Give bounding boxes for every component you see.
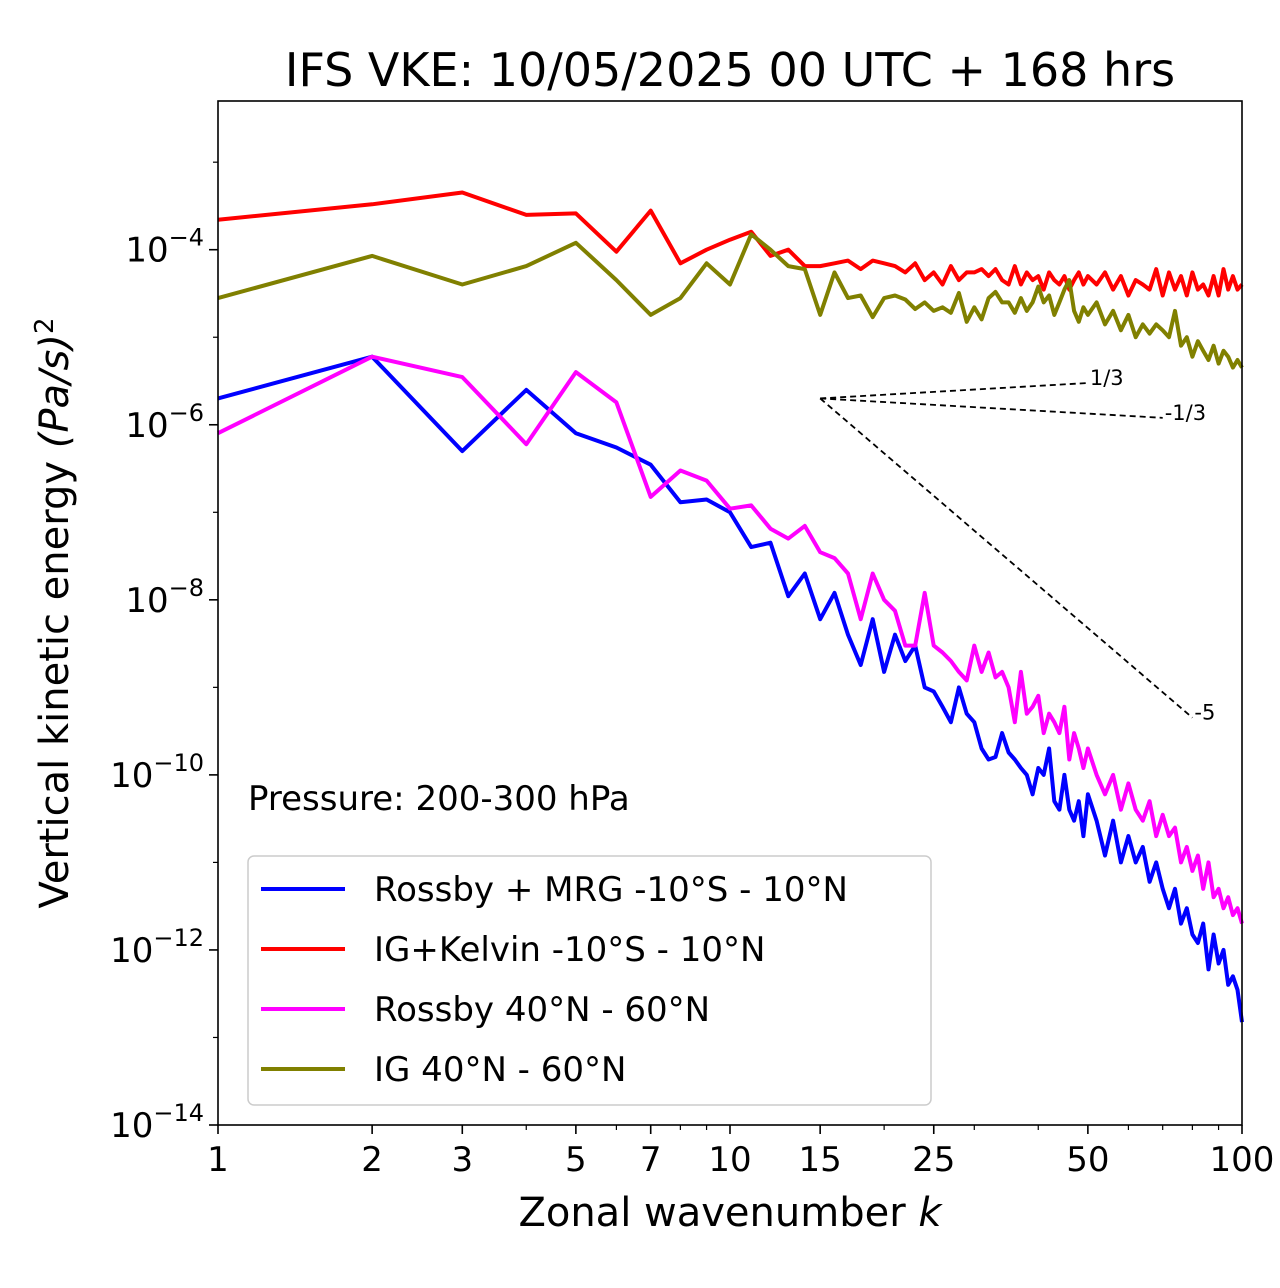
series-line-1 [217,354,1244,1023]
legend-label: IG+Kelvin -10°S - 10°N [374,930,765,970]
legend-box [247,855,932,1106]
y-tick-label: 10−14 [110,1099,204,1146]
x-tick-label: 10 [708,1140,751,1180]
x-tick-label: 15 [799,1140,842,1180]
x-tick-label: 2 [361,1140,383,1180]
x-tick-label: 7 [640,1140,662,1180]
series-line-3 [217,354,1244,925]
x-tick-label: 5 [565,1140,587,1180]
y-axis-label-exp: 2 [30,318,60,335]
reference-slope-line [820,397,1163,419]
chart-title: IFS VKE: 10/05/2025 00 UTC + 168 hrs [285,43,1175,97]
reference-slope-label: 1/3 [1090,366,1124,390]
x-tick-label: 100 [1210,1140,1275,1180]
x-tick-label: 25 [912,1140,955,1180]
x-tick-label: 3 [451,1140,473,1180]
x-tick-label: 50 [1066,1140,1109,1180]
legend-label: IG 40°N - 60°N [374,1050,626,1090]
pressure-annotation: Pressure: 200-300 hPa [248,779,630,819]
y-axis-label-unit: (Pa/s) [32,334,78,448]
x-axis-label: Zonal wavenumber k [518,1190,943,1236]
reference-slope-label: -5 [1194,701,1215,725]
axis-ticks: 1 2 3 5 7 10 15 25 50 100 10−14 10−12 10−10 10−8 10−6 1… [110,161,1275,1180]
reference-slope-line [820,382,1088,400]
y-axis-label-text: Vertical kinetic energy [32,461,78,909]
legend-label: Rossby + MRG -10°S - 10°N [374,870,848,910]
reference-slope-label: -1/3 [1165,401,1206,425]
y-axis-label: Vertical kinetic energy (Pa/s)2 [30,318,78,909]
reference-slopes: 1/3 -1/3 -5 [819,366,1215,725]
series-line-4 [217,232,1244,370]
y-tick-label: 10−6 [125,399,204,446]
y-tick-label: 10−10 [110,749,204,796]
y-tick-label: 10−8 [125,574,204,621]
x-axis-label-var: k [918,1190,943,1236]
x-tick-label: 1 [207,1140,229,1180]
y-tick-label: 10−4 [125,224,204,271]
legend: Rossby + MRG -10°S - 10°N IG+Kelvin -10°S… [247,855,932,1106]
plot-frame [217,100,1243,1126]
series-line-2 [217,190,1244,298]
y-tick-label: 10−12 [110,924,204,971]
x-axis-label-text: Zonal wavenumber [518,1190,906,1236]
legend-label: Rossby 40°N - 60°N [374,990,710,1030]
series-lines [217,190,1244,1023]
reference-slope-line [819,397,1193,719]
